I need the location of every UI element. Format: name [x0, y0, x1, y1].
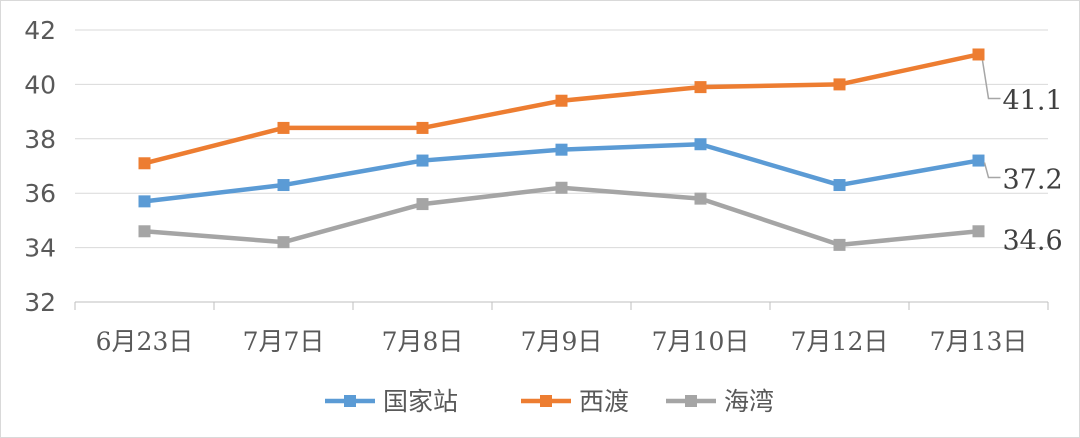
data-point [833, 78, 846, 91]
x-tick-label: 7月12日 [791, 327, 889, 356]
x-tick-label: 7月13日 [930, 327, 1028, 356]
x-tick-label: 7月10日 [652, 327, 750, 356]
data-label: 41.1 [1003, 85, 1063, 116]
legend-label: 国家站 [383, 387, 458, 416]
data-point [555, 94, 568, 107]
data-point [694, 192, 707, 205]
x-tick-label: 7月8日 [382, 327, 464, 356]
series-3 [138, 181, 985, 251]
data-point [555, 181, 568, 194]
data-point [694, 138, 707, 151]
data-point [972, 48, 985, 61]
y-tick-label: 42 [24, 16, 56, 45]
legend-item: 国家站 [325, 387, 458, 416]
data-point [833, 238, 846, 251]
data-point [833, 179, 846, 192]
series-1 [138, 138, 985, 208]
data-label: 37.2 [1003, 165, 1063, 196]
data-point [555, 143, 568, 156]
data-point [138, 195, 151, 208]
y-tick-label: 34 [24, 234, 56, 263]
data-point [138, 157, 151, 170]
data-labels: 41.1 37.2 34.6 [981, 60, 1063, 256]
legend-item: 海湾 [666, 387, 774, 416]
y-tick-label: 36 [24, 179, 56, 208]
data-point [138, 225, 151, 238]
x-axis: 6月23日 7月7日 7月8日 7月9日 7月10日 7月12日 7月13日 [74, 301, 1049, 356]
data-point [277, 179, 290, 192]
y-tick-label: 40 [24, 70, 56, 99]
legend-swatch-marker [540, 395, 552, 407]
leader-line [983, 162, 1001, 179]
data-point [277, 121, 290, 134]
legend-label: 海湾 [724, 387, 774, 416]
series-2 [138, 48, 985, 170]
legend-swatch-marker [685, 395, 697, 407]
data-point [972, 225, 985, 238]
legend: 国家站 西渡 海湾 [325, 387, 774, 416]
data-label: 34.6 [1003, 225, 1063, 256]
x-tick-label: 6月23日 [96, 327, 194, 356]
data-point [972, 154, 985, 167]
data-point [416, 198, 429, 211]
y-tick-label: 32 [24, 288, 56, 317]
x-tick-label: 7月7日 [243, 327, 325, 356]
data-point [416, 154, 429, 167]
legend-swatch-marker [344, 395, 356, 407]
data-point [416, 121, 429, 134]
data-point [277, 236, 290, 249]
y-axis-ticks: 32 34 36 38 40 42 [24, 16, 56, 317]
data-point [694, 81, 707, 94]
legend-label: 西渡 [579, 387, 629, 416]
legend-item: 西渡 [521, 387, 629, 416]
leader-line [981, 60, 1001, 100]
x-tick-label: 7月9日 [521, 327, 603, 356]
y-tick-label: 38 [24, 125, 56, 154]
